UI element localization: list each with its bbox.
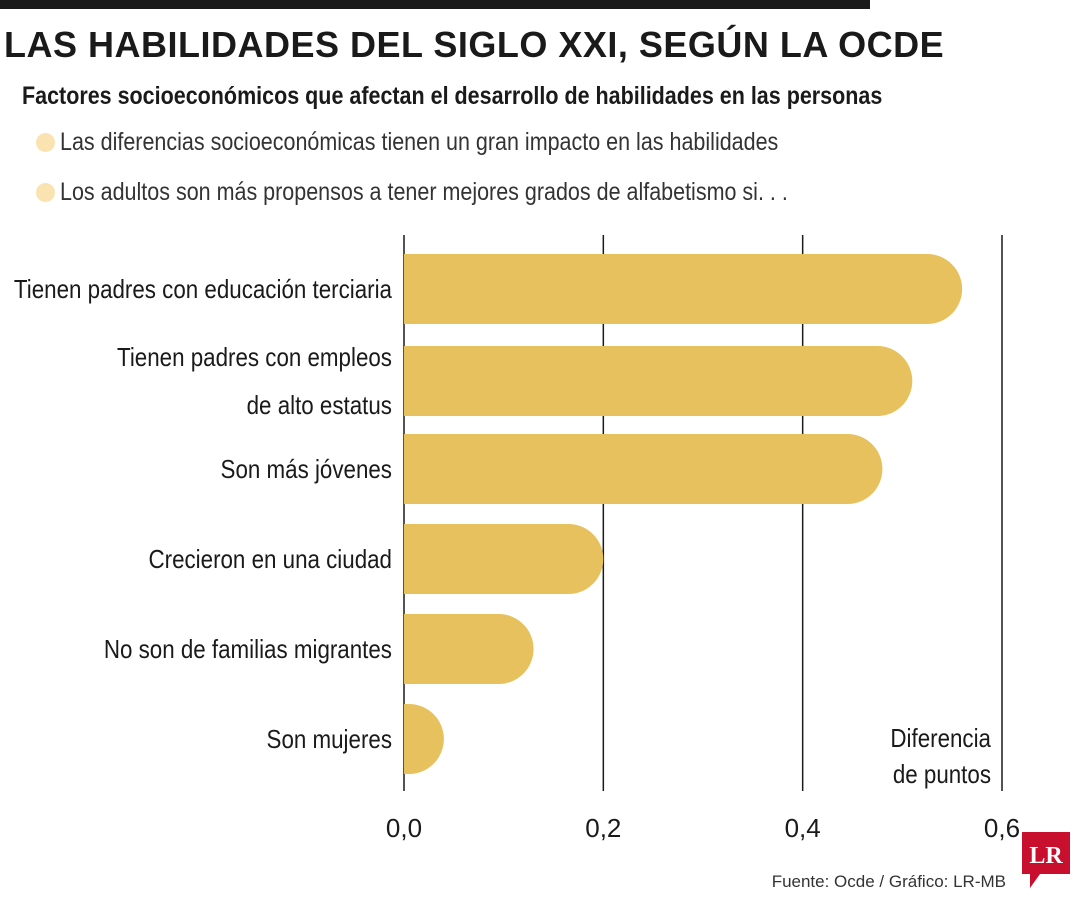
category-label-4: No son de familias migrantes (104, 635, 392, 664)
bar-3 (404, 524, 604, 594)
axis-unit-label-1: de puntos (893, 760, 991, 789)
category-label-2: Son más jóvenes (221, 455, 392, 484)
tick-label-1: 0,2 (585, 813, 621, 843)
bar-0 (404, 254, 963, 324)
bullet-text-2: Los adultos son más propensos a tener me… (60, 177, 788, 206)
bar-chart: Tienen padres con educación terciaria Tie… (14, 235, 1020, 843)
bar-1 (404, 346, 913, 416)
category-label-3: Crecieron en una ciudad (149, 545, 392, 574)
tick-label-0: 0,0 (386, 813, 422, 843)
tick-label-3: 0,6 (984, 813, 1020, 843)
chart-title: LAS HABILIDADES DEL SIGLO XXI, SEGÚN LA … (4, 24, 945, 65)
bullet-dot-icon (36, 132, 55, 152)
bar-4 (404, 614, 534, 684)
category-label-1-0: Tienen padres con empleos (117, 343, 392, 372)
tick-label-2: 0,4 (785, 813, 821, 843)
bar-2 (404, 434, 883, 504)
bar-5 (404, 704, 444, 774)
logo-text: LR (1029, 843, 1063, 869)
bullet-item-1: Las diferencias socioeconómicas tienen u… (36, 127, 895, 157)
category-label-5: Son mujeres (267, 725, 392, 754)
category-label-0: Tienen padres con educación terciaria (14, 275, 393, 304)
lr-logo-icon: LR (1022, 832, 1070, 888)
bullet-dot-icon (36, 182, 55, 202)
category-label-1-1: de alto estatus (247, 391, 392, 420)
axis-unit-label-0: Diferencia (890, 724, 991, 753)
bullet-item-2: Los adultos son más propensos a tener me… (36, 177, 906, 207)
source-note: Fuente: Ocde / Gráfico: LR-MB (771, 872, 1006, 891)
top-rule (0, 0, 870, 9)
chart-subtitle: Factores socioeconómicos que afectan el … (22, 82, 883, 110)
bullet-text-1: Las diferencias socioeconómicas tienen u… (60, 127, 779, 156)
